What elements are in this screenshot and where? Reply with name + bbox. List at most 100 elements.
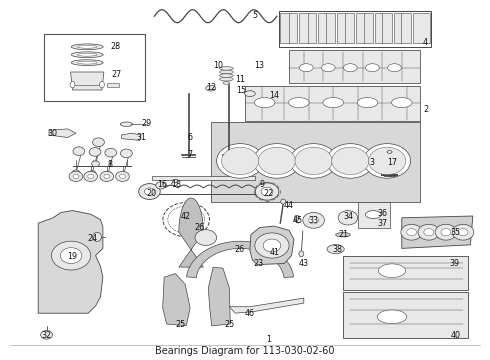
Circle shape — [338, 211, 358, 225]
Circle shape — [41, 330, 52, 339]
Circle shape — [332, 147, 369, 175]
Circle shape — [368, 147, 406, 175]
Circle shape — [217, 144, 264, 178]
Text: 26: 26 — [234, 245, 244, 253]
Bar — [152, 176, 255, 180]
Circle shape — [139, 184, 160, 199]
Ellipse shape — [294, 215, 299, 220]
Circle shape — [105, 148, 117, 157]
Ellipse shape — [254, 98, 275, 108]
Polygon shape — [211, 122, 420, 202]
Text: 26: 26 — [195, 223, 205, 232]
Text: 11: 11 — [235, 76, 245, 85]
Bar — [413, 13, 430, 43]
Ellipse shape — [70, 81, 75, 88]
Ellipse shape — [72, 60, 103, 66]
Polygon shape — [402, 216, 473, 248]
Bar — [337, 13, 354, 43]
Circle shape — [145, 188, 154, 195]
Text: 2: 2 — [424, 105, 429, 114]
Text: 30: 30 — [48, 129, 58, 138]
Text: 22: 22 — [264, 189, 273, 198]
Circle shape — [261, 187, 273, 196]
Text: 24: 24 — [87, 234, 97, 243]
Text: 44: 44 — [284, 202, 294, 210]
Ellipse shape — [220, 70, 233, 74]
Circle shape — [418, 224, 440, 240]
Text: 15: 15 — [236, 86, 246, 95]
Ellipse shape — [220, 74, 233, 77]
Ellipse shape — [223, 81, 230, 84]
Circle shape — [92, 161, 99, 167]
Text: 21: 21 — [338, 230, 348, 239]
Circle shape — [69, 171, 83, 181]
Text: 7: 7 — [188, 150, 193, 159]
Ellipse shape — [323, 98, 343, 108]
Text: 10: 10 — [214, 61, 223, 70]
Ellipse shape — [172, 179, 178, 183]
Bar — [358, 202, 390, 228]
Text: 25: 25 — [175, 320, 185, 329]
Circle shape — [452, 224, 474, 240]
Ellipse shape — [121, 122, 132, 126]
Circle shape — [441, 229, 451, 236]
Text: 31: 31 — [136, 133, 146, 142]
Text: 6: 6 — [188, 133, 193, 142]
Circle shape — [100, 171, 114, 181]
Ellipse shape — [77, 45, 97, 48]
Circle shape — [255, 183, 279, 200]
Polygon shape — [289, 50, 420, 83]
Circle shape — [364, 144, 411, 178]
Text: 18: 18 — [172, 180, 181, 189]
Circle shape — [309, 217, 318, 224]
Circle shape — [121, 149, 132, 158]
Bar — [318, 13, 335, 43]
Polygon shape — [245, 86, 420, 121]
Ellipse shape — [99, 81, 104, 88]
Bar — [343, 256, 468, 290]
Text: 14: 14 — [270, 91, 279, 100]
Ellipse shape — [366, 64, 379, 72]
Circle shape — [116, 171, 129, 181]
Circle shape — [255, 233, 289, 258]
Circle shape — [303, 212, 324, 228]
Circle shape — [401, 224, 422, 240]
Text: 40: 40 — [451, 331, 461, 340]
Ellipse shape — [378, 264, 406, 278]
Text: 13: 13 — [254, 61, 264, 70]
Text: 43: 43 — [299, 259, 309, 268]
Text: Bearings Diagram for 113-030-02-60: Bearings Diagram for 113-030-02-60 — [155, 346, 335, 356]
Ellipse shape — [327, 245, 344, 253]
Text: 8: 8 — [108, 160, 113, 169]
Polygon shape — [250, 226, 294, 265]
Circle shape — [73, 147, 85, 156]
Circle shape — [51, 241, 91, 270]
Bar — [280, 13, 297, 43]
Text: 45: 45 — [293, 216, 303, 225]
Circle shape — [88, 171, 96, 176]
Bar — [356, 13, 373, 43]
Circle shape — [290, 144, 337, 178]
Text: 5: 5 — [252, 10, 257, 19]
Circle shape — [104, 171, 112, 177]
Ellipse shape — [377, 310, 407, 324]
Text: 42: 42 — [180, 212, 190, 221]
Circle shape — [120, 172, 127, 178]
Polygon shape — [229, 298, 304, 313]
Text: 25: 25 — [224, 320, 234, 329]
Bar — [279, 11, 431, 47]
Text: 35: 35 — [451, 228, 461, 237]
Circle shape — [407, 229, 416, 236]
Text: 33: 33 — [309, 216, 318, 225]
Bar — [375, 13, 392, 43]
Circle shape — [93, 138, 104, 147]
Text: 12: 12 — [207, 83, 217, 91]
Text: 28: 28 — [110, 42, 120, 51]
Text: 19: 19 — [68, 252, 77, 261]
Ellipse shape — [220, 67, 233, 70]
Ellipse shape — [220, 77, 233, 81]
Polygon shape — [187, 241, 294, 278]
Ellipse shape — [357, 98, 378, 108]
Ellipse shape — [77, 53, 97, 56]
Circle shape — [258, 147, 295, 175]
